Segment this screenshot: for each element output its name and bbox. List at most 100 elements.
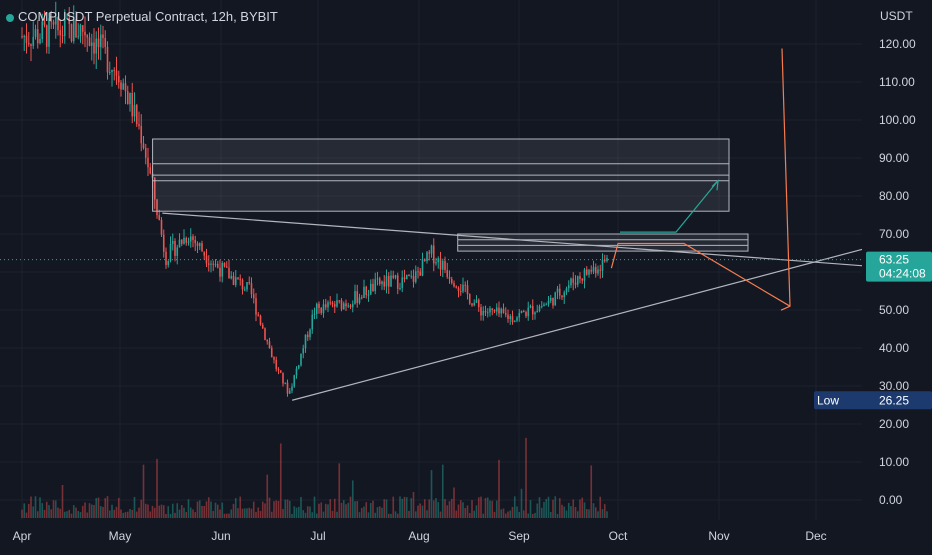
- candle-body: [99, 34, 102, 48]
- volume-bar: [585, 509, 588, 518]
- candle-body: [77, 36, 80, 38]
- volume-bar: [331, 510, 334, 518]
- time-axis-bg: [0, 522, 862, 550]
- candle-body: [322, 304, 325, 314]
- candle-body: [124, 83, 127, 92]
- candle-body: [84, 31, 86, 36]
- candle-body: [309, 329, 311, 338]
- candle-body: [214, 263, 217, 265]
- volume-bar: [594, 507, 597, 518]
- volume-bar: [205, 501, 208, 518]
- volume-bar: [131, 509, 134, 518]
- volume-bar: [169, 513, 172, 518]
- candle-body: [356, 291, 359, 303]
- candle-body: [270, 347, 273, 358]
- candle-body: [430, 245, 433, 254]
- candle-body: [30, 44, 32, 46]
- volume-bar: [288, 500, 291, 518]
- candle-body: [405, 274, 408, 280]
- candle-body: [32, 36, 35, 46]
- grid: [0, 0, 862, 520]
- candle-body: [527, 307, 530, 317]
- time-axis[interactable]: Apr May Jun Jul Aug Sep Oct Nov Dec: [0, 522, 862, 550]
- candle-body: [135, 105, 138, 125]
- volume-bar: [212, 510, 215, 518]
- time-tick-label: Jul: [310, 529, 325, 543]
- candle-body: [133, 105, 136, 117]
- candle-body: [414, 271, 417, 282]
- candle-body: [147, 157, 149, 168]
- volume-bar: [255, 511, 257, 518]
- volume-bar: [403, 496, 406, 518]
- candle-body: [486, 312, 489, 314]
- candle-body: [349, 305, 352, 308]
- volume-bar: [106, 496, 109, 518]
- volume-bar: [216, 504, 219, 518]
- candle-body: [252, 294, 255, 299]
- resistance-zone-lower: [457, 233, 749, 252]
- candle-body: [178, 239, 181, 248]
- candle-body: [225, 266, 228, 268]
- candle-body: [491, 308, 494, 310]
- candle-body: [347, 305, 350, 307]
- candle-body: [185, 237, 188, 243]
- volume-bar: [162, 505, 165, 518]
- volume-bar: [219, 509, 221, 518]
- volume-bar: [567, 502, 570, 518]
- candle-body: [108, 72, 111, 74]
- candle-body: [250, 283, 253, 295]
- candle-body: [601, 259, 604, 271]
- candle-body: [320, 307, 323, 314]
- volume-bar: [412, 491, 415, 518]
- volume-bar: [68, 509, 71, 518]
- volume-bar: [342, 500, 345, 518]
- drawings[interactable]: [0, 48, 871, 401]
- candle-body: [435, 262, 437, 264]
- volume-bar: [153, 507, 156, 518]
- volume-bar: [590, 465, 593, 518]
- volume-bar: [556, 513, 559, 518]
- volume-bar: [322, 511, 325, 518]
- candle-body: [482, 310, 485, 316]
- candle-body: [340, 300, 343, 310]
- candle-body: [428, 252, 431, 254]
- volume-bar: [428, 499, 431, 518]
- candle-body: [149, 167, 152, 174]
- candle-body: [396, 275, 399, 289]
- candle-body: [43, 21, 46, 26]
- time-tick-label: Dec: [805, 529, 826, 543]
- volume-bar: [327, 504, 329, 518]
- volume-bar: [549, 511, 552, 518]
- volume-bar: [529, 500, 532, 518]
- candle-body: [383, 281, 386, 287]
- volume-bar: [241, 508, 244, 518]
- volume-bar: [511, 507, 514, 518]
- bullish-projection-path: [620, 180, 719, 233]
- volume-bar: [383, 499, 386, 518]
- candle-body: [574, 282, 577, 285]
- candle-body: [291, 386, 293, 391]
- candle-body: [410, 275, 413, 277]
- candle-body: [243, 289, 246, 291]
- volume-bar: [468, 513, 471, 518]
- candle-body: [426, 252, 428, 262]
- volume-bar: [32, 506, 35, 518]
- candle-body: [196, 243, 199, 247]
- candle-body: [223, 262, 226, 267]
- volume-bar: [237, 508, 239, 518]
- candle-body: [324, 304, 327, 308]
- candle-body: [311, 314, 314, 330]
- volume-bar: [286, 499, 289, 518]
- candle-body: [313, 313, 316, 315]
- candle-body: [507, 314, 509, 319]
- volume-bar: [84, 502, 86, 518]
- volume-bar: [394, 511, 397, 518]
- volume-bar: [104, 498, 107, 518]
- volume-bar: [234, 498, 237, 518]
- volume-bar: [504, 513, 507, 518]
- candle-body: [509, 316, 512, 319]
- candle-body: [174, 240, 176, 256]
- volume-bar: [462, 502, 464, 518]
